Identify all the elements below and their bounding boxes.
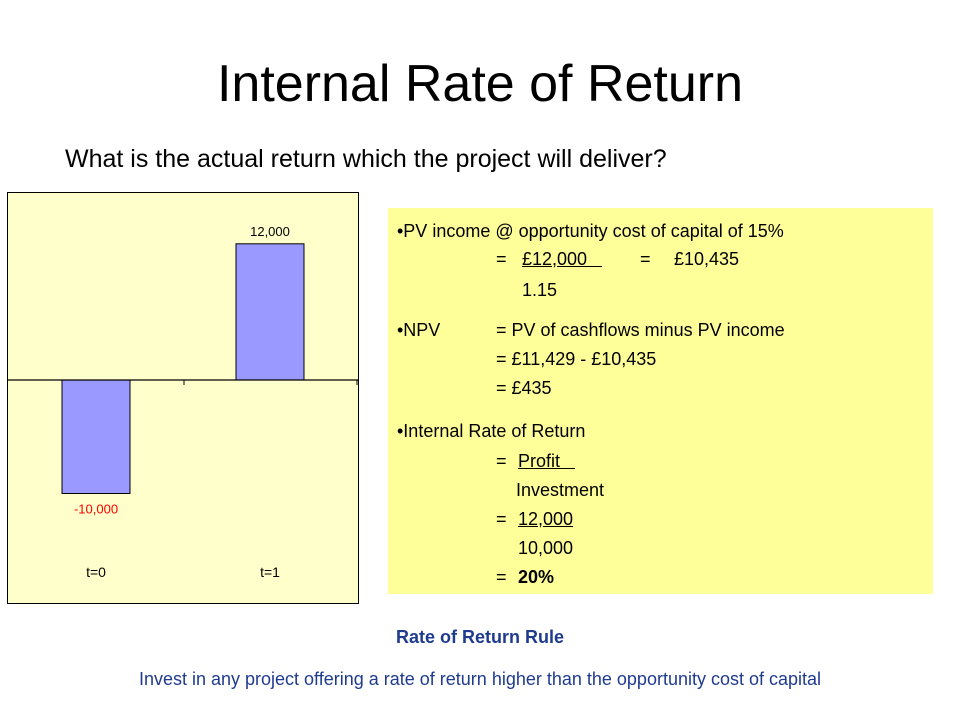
irr-equals-3: = — [496, 567, 507, 587]
irr-numerator: 12,000 — [518, 509, 574, 529]
irr-result: 20% — [518, 567, 555, 587]
bar-t=1 — [235, 243, 305, 381]
pv-numerator: £12,000 — [522, 249, 603, 269]
irr-denominator: 10,000 — [518, 538, 574, 558]
npv-label: •NPV — [397, 320, 441, 340]
pv-result: £10,435 — [674, 249, 740, 269]
pv-denominator: 1.15 — [522, 280, 558, 300]
irr-profit: Profit — [518, 451, 576, 471]
cashflow-chart-svg: -10,000 t=0 12,000 t=1 — [8, 224, 358, 580]
npv-line-2: = £11,429 - £10,435 — [496, 349, 657, 369]
page-title: Internal Rate of Return — [216, 55, 744, 113]
pv-equals-1: = — [496, 249, 507, 269]
irr-equals-1: = — [496, 451, 507, 471]
calculation-panel: •PV income @ opportunity cost of capital… — [388, 208, 933, 594]
irr-investment: Investment — [516, 480, 605, 500]
category-label-t=1: t=1 — [260, 564, 280, 580]
irr-equals-2: = — [496, 509, 507, 529]
data-label-t=0: -10,000 — [74, 502, 118, 517]
irr-heading: •Internal Rate of Return — [397, 421, 586, 441]
rule-title: Rate of Return Rule — [395, 627, 564, 647]
rule-text: Invest in any project offering a rate of… — [138, 669, 822, 689]
cashflow-chart: -10,000 t=0 12,000 t=1 — [7, 192, 359, 604]
pv-heading: •PV income @ opportunity cost of capital… — [397, 221, 784, 241]
npv-line-1: = PV of cashflows minus PV income — [496, 320, 785, 340]
bar-t=0 — [61, 379, 131, 494]
data-label-t=1: 12,000 — [250, 224, 290, 239]
category-label-t=0: t=0 — [86, 564, 106, 580]
npv-line-3: = £435 — [496, 378, 552, 398]
pv-equals-2: = — [640, 249, 651, 269]
page-subtitle: What is the actual return which the proj… — [65, 145, 667, 173]
